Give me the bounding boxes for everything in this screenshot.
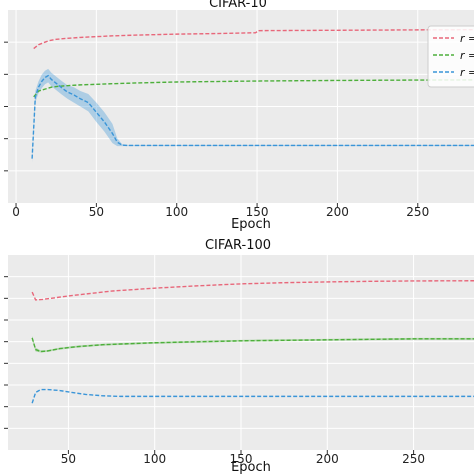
series-lines: [31, 28, 474, 159]
legend-label: r =: [460, 49, 474, 62]
x-tick-label: 0: [12, 205, 20, 219]
series-lines: [31, 280, 474, 404]
chart-title: CIFAR-100: [205, 238, 271, 253]
chart-panel-cifar10: 0 50 100 150 200 250 CIFAR-10 Epoch r = r = r =: [4, 0, 474, 232]
chart-panel-cifar100: 50 100 150 200 250 CIFAR-100 Epoch: [4, 238, 474, 474]
series-line-2: [31, 388, 474, 404]
x-tick-label: 250: [406, 205, 429, 219]
x-tick-label: 150: [230, 452, 253, 466]
grid: [8, 10, 474, 203]
x-ticks: 0 50 100 150 200 250: [12, 203, 429, 219]
legend-label: r =: [460, 32, 474, 45]
series-line-0: [31, 280, 474, 301]
x-axis-label: Epoch: [231, 217, 271, 232]
legend-label: r =: [460, 66, 474, 79]
x-axis-label: Epoch: [231, 460, 271, 474]
x-tick-label: 50: [89, 205, 104, 219]
series-line-0: [33, 28, 474, 50]
x-ticks: 50 100 150 200 250: [61, 450, 425, 466]
series-band-1: [32, 335, 474, 353]
x-tick-label: 200: [326, 205, 349, 219]
x-tick-label: 200: [316, 452, 339, 466]
series-line-1: [33, 79, 474, 98]
y-ticks: [4, 276, 8, 429]
series-line-1: [31, 337, 474, 353]
confidence-bands: [32, 335, 474, 353]
y-ticks: [4, 41, 8, 172]
x-tick-label: 100: [143, 452, 166, 466]
legend: r = r = r =: [427, 25, 474, 88]
x-tick-label: 50: [61, 452, 76, 466]
x-tick-label: 150: [246, 205, 269, 219]
x-tick-label: 250: [402, 452, 425, 466]
chart-title: CIFAR-10: [209, 0, 267, 11]
grid: [8, 255, 474, 450]
x-tick-label: 100: [165, 205, 188, 219]
